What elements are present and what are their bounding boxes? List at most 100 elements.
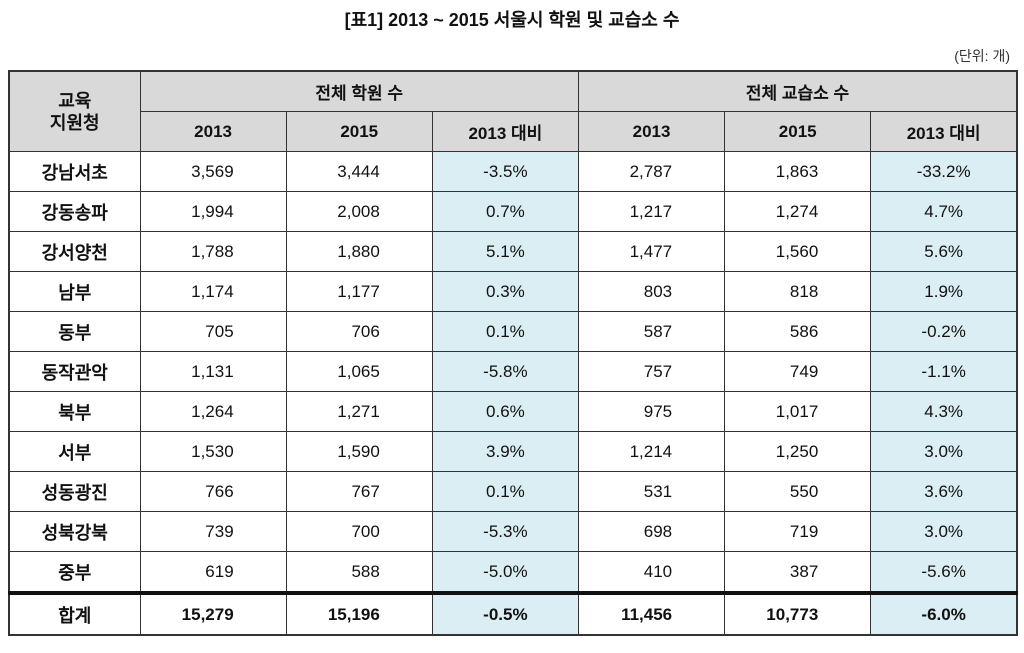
sub-header: 2015 (285, 111, 433, 152)
count-cell: 1,863 (724, 151, 872, 192)
change-cell: 0.6% (431, 391, 579, 432)
count-cell: 2,008 (285, 191, 433, 232)
count-cell: 1,214 (577, 431, 726, 472)
region-name: 중부 (8, 551, 141, 594)
change-cell: 4.3% (870, 391, 1018, 432)
count-cell: 1,177 (285, 271, 433, 312)
count-cell: 1,174 (139, 271, 287, 312)
region-name: 강서양천 (8, 231, 141, 272)
table-row: 성북강북 739 700 -5.3% 698 719 3.0% (8, 511, 1018, 552)
count-cell: 1,994 (139, 191, 287, 232)
count-cell: 619 (139, 551, 287, 594)
count-cell: 3,569 (139, 151, 287, 192)
sub-header: 2013 (139, 111, 287, 152)
count-cell: 975 (577, 391, 726, 432)
count-cell: 705 (139, 311, 287, 352)
change-cell: -0.5% (431, 591, 579, 636)
count-cell: 1,017 (724, 391, 872, 432)
change-cell: 0.7% (431, 191, 579, 232)
change-cell: 3.6% (870, 471, 1018, 512)
row-label-header: 교육 지원청 (8, 70, 141, 152)
count-cell: 15,196 (285, 591, 433, 636)
change-cell: -33.2% (870, 151, 1018, 192)
table-row: 남부 1,174 1,177 0.3% 803 818 1.9% (8, 271, 1018, 312)
count-cell: 739 (139, 511, 287, 552)
change-cell: 4.7% (870, 191, 1018, 232)
table-row: 북부 1,264 1,271 0.6% 975 1,017 4.3% (8, 391, 1018, 432)
table-row: 강동송파 1,994 2,008 0.7% 1,217 1,274 4.7% (8, 191, 1018, 232)
region-name: 북부 (8, 391, 141, 432)
region-name: 서부 (8, 431, 141, 472)
table-row: 강남서초 3,569 3,444 -3.5% 2,787 1,863 -33.2% (8, 151, 1018, 192)
count-cell: 818 (724, 271, 872, 312)
count-cell: 410 (577, 551, 726, 594)
change-cell: 3.0% (870, 431, 1018, 472)
count-cell: 803 (577, 271, 726, 312)
group-header-academies: 전체 학원 수 (139, 70, 579, 112)
count-cell: 706 (285, 311, 433, 352)
change-cell: 5.1% (431, 231, 579, 272)
count-cell: 1,217 (577, 191, 726, 232)
count-cell: 587 (577, 311, 726, 352)
change-cell: 0.1% (431, 311, 579, 352)
table-row: 동작관악 1,131 1,065 -5.8% 757 749 -1.1% (8, 351, 1018, 392)
total-row: 합계 15,279 15,196 -0.5% 11,456 10,773 -6.0% (8, 591, 1018, 636)
count-cell: 1,590 (285, 431, 433, 472)
region-name: 성북강북 (8, 511, 141, 552)
change-cell: 3.9% (431, 431, 579, 472)
change-cell: 1.9% (870, 271, 1018, 312)
academy-table: 교육 지원청 전체 학원 수 전체 교습소 수 2013 2015 2013 대… (8, 70, 1018, 636)
count-cell: 698 (577, 511, 726, 552)
region-name: 강남서초 (8, 151, 141, 192)
count-cell: 1,477 (577, 231, 726, 272)
count-cell: 1,560 (724, 231, 872, 272)
count-cell: 588 (285, 551, 433, 594)
table-row: 중부 619 588 -5.0% 410 387 -5.6% (8, 551, 1018, 594)
change-cell: -1.1% (870, 351, 1018, 392)
count-cell: 749 (724, 351, 872, 392)
region-name: 동작관악 (8, 351, 141, 392)
count-cell: 531 (577, 471, 726, 512)
table-title: [표1] 2013 ~ 2015 서울시 학원 및 교습소 수 (344, 10, 680, 30)
count-cell: 15,279 (139, 591, 287, 636)
change-cell: -5.8% (431, 351, 579, 392)
sub-header: 2013 대비 (870, 111, 1018, 152)
count-cell: 1,264 (139, 391, 287, 432)
count-cell: 700 (285, 511, 433, 552)
change-cell: -6.0% (870, 591, 1018, 636)
count-cell: 1,131 (139, 351, 287, 392)
sub-header: 2013 대비 (431, 111, 579, 152)
change-cell: -5.6% (870, 551, 1018, 594)
count-cell: 10,773 (724, 591, 872, 636)
count-cell: 3,444 (285, 151, 433, 192)
change-cell: -5.0% (431, 551, 579, 594)
count-cell: 1,274 (724, 191, 872, 232)
count-cell: 1,271 (285, 391, 433, 432)
table-row: 동부 705 706 0.1% 587 586 -0.2% (8, 311, 1018, 352)
change-cell: 5.6% (870, 231, 1018, 272)
region-name: 성동광진 (8, 471, 141, 512)
region-name: 합계 (8, 591, 141, 636)
count-cell: 1,065 (285, 351, 433, 392)
change-cell: 0.3% (431, 271, 579, 312)
change-cell: 3.0% (870, 511, 1018, 552)
count-cell: 387 (724, 551, 872, 594)
table-row: 강서양천 1,788 1,880 5.1% 1,477 1,560 5.6% (8, 231, 1018, 272)
table-row: 성동광진 766 767 0.1% 531 550 3.6% (8, 471, 1018, 512)
change-cell: -5.3% (431, 511, 579, 552)
count-cell: 2,787 (577, 151, 726, 192)
count-cell: 757 (577, 351, 726, 392)
change-cell: -3.5% (431, 151, 579, 192)
sub-header: 2013 (577, 111, 726, 152)
region-name: 강동송파 (8, 191, 141, 232)
change-cell: -0.2% (870, 311, 1018, 352)
count-cell: 1,788 (139, 231, 287, 272)
count-cell: 767 (285, 471, 433, 512)
group-header-tutoring: 전체 교습소 수 (577, 70, 1018, 112)
count-cell: 11,456 (577, 591, 726, 636)
count-cell: 766 (139, 471, 287, 512)
count-cell: 550 (724, 471, 872, 512)
count-cell: 586 (724, 311, 872, 352)
change-cell: 0.1% (431, 471, 579, 512)
count-cell: 719 (724, 511, 872, 552)
